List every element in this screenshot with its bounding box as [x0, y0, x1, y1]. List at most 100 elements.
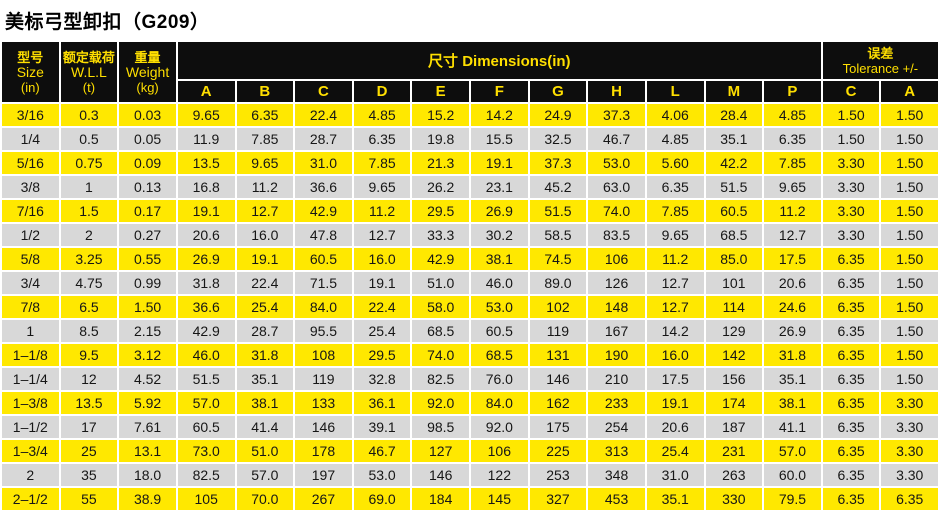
cell: 1.50 [881, 200, 938, 222]
cell: 146 [412, 464, 469, 486]
cell: 33.3 [412, 224, 469, 246]
cell: 0.05 [119, 128, 176, 150]
cell: 51.0 [412, 272, 469, 294]
cell: 46.0 [177, 344, 235, 366]
cell: 162 [529, 392, 587, 414]
cell: 1 [60, 176, 118, 198]
cell: 3.30 [822, 224, 880, 246]
table-row: 3/4 4.75 0.99 31.8 22.4 71.5 19.1 51.0 46.0 89.0 1… [2, 272, 938, 294]
cell: 3.30 [822, 176, 880, 198]
cell: 53.0 [588, 152, 645, 174]
cell: 4.52 [119, 368, 176, 390]
cell: 35.1 [705, 128, 763, 150]
cell: 28.7 [236, 320, 294, 342]
cell: 4.06 [646, 104, 704, 126]
cell: 0.3 [60, 104, 118, 126]
table-row: 1–1/8 9.5 3.12 46.0 31.8 108 29.5 74.0 68.5 131 19… [2, 344, 938, 366]
cell: 1.50 [881, 272, 938, 294]
col-header-tolerance: 误差 Tolerance +/- [822, 42, 938, 79]
cell: 98.5 [412, 416, 469, 438]
cell: 12.7 [764, 224, 821, 246]
cell: 19.1 [471, 152, 528, 174]
cell: 6.35 [822, 392, 880, 414]
cell: 231 [705, 440, 763, 462]
cell: 26.2 [412, 176, 469, 198]
col-header-size-cn: 型号 [17, 49, 44, 65]
cell: 31.8 [177, 272, 235, 294]
cell: 39.1 [353, 416, 411, 438]
cell: 19.1 [177, 200, 235, 222]
cell: 0.5 [60, 128, 118, 150]
cell: 1.50 [881, 128, 938, 150]
cell: 6.35 [646, 176, 704, 198]
cell: 156 [705, 368, 763, 390]
col-header-weight: 重量 Weight (kg) [119, 42, 176, 102]
cell: 57.0 [764, 440, 821, 462]
cell: 16.0 [353, 248, 411, 270]
cell: 6.35 [822, 368, 880, 390]
cell: 38.9 [119, 488, 176, 510]
cell: 37.3 [588, 104, 645, 126]
cell: 105 [177, 488, 235, 510]
cell: 68.5 [412, 320, 469, 342]
cell: 254 [588, 416, 645, 438]
cell: 38.1 [236, 392, 294, 414]
col-header-weight-en: Weight [125, 63, 170, 80]
cell: 7.85 [764, 152, 821, 174]
cell: 42.9 [177, 320, 235, 342]
cell: 11.2 [353, 200, 411, 222]
col-header-tolerance-cn: 误差 [867, 45, 894, 61]
cell: 74.0 [412, 344, 469, 366]
cell: 146 [529, 368, 587, 390]
table-row: 3/8 1 0.13 16.8 11.2 36.6 9.65 26.2 23.1 45.2 63.0… [2, 176, 938, 198]
cell: 22.4 [295, 104, 352, 126]
cell: 29.5 [412, 200, 469, 222]
cell: 0.17 [119, 200, 176, 222]
cell: 68.5 [705, 224, 763, 246]
cell: 28.4 [705, 104, 763, 126]
dim-letter-C: C [295, 81, 352, 102]
cell: 1.50 [881, 320, 938, 342]
cell: 60.5 [471, 320, 528, 342]
tolerance-letter-C: C [822, 81, 880, 102]
cell: 187 [705, 416, 763, 438]
cell: 267 [295, 488, 352, 510]
cell: 7.85 [646, 200, 704, 222]
cell: 1/2 [2, 224, 59, 246]
cell: 6.35 [822, 272, 880, 294]
cell: 5.92 [119, 392, 176, 414]
cell: 2 [60, 224, 118, 246]
cell: 4.85 [646, 128, 704, 150]
cell: 5/16 [2, 152, 59, 174]
cell: 36.6 [177, 296, 235, 318]
cell: 14.2 [471, 104, 528, 126]
cell: 0.55 [119, 248, 176, 270]
cell: 9.65 [236, 152, 294, 174]
cell: 17.5 [764, 248, 821, 270]
cell: 9.65 [764, 176, 821, 198]
cell: 1.50 [822, 104, 880, 126]
dim-letter-L: L [646, 81, 704, 102]
cell: 1.50 [881, 104, 938, 126]
cell: 30.2 [471, 224, 528, 246]
cell: 190 [588, 344, 645, 366]
dim-letter-B: B [236, 81, 294, 102]
cell: 119 [529, 320, 587, 342]
cell: 26.9 [177, 248, 235, 270]
cell: 17 [60, 416, 118, 438]
cell: 73.0 [177, 440, 235, 462]
col-header-wll-en: W.L.L [71, 63, 107, 80]
cell: 6.35 [822, 416, 880, 438]
cell: 12.7 [236, 200, 294, 222]
cell: 3.30 [822, 200, 880, 222]
cell: 53.0 [471, 296, 528, 318]
cell: 38.1 [764, 392, 821, 414]
cell: 74.5 [529, 248, 587, 270]
cell: 79.5 [764, 488, 821, 510]
cell: 84.0 [295, 296, 352, 318]
cell: 6.35 [822, 344, 880, 366]
cell: 51.0 [236, 440, 294, 462]
cell: 3.12 [119, 344, 176, 366]
cell: 13.1 [119, 440, 176, 462]
cell: 19.1 [353, 272, 411, 294]
